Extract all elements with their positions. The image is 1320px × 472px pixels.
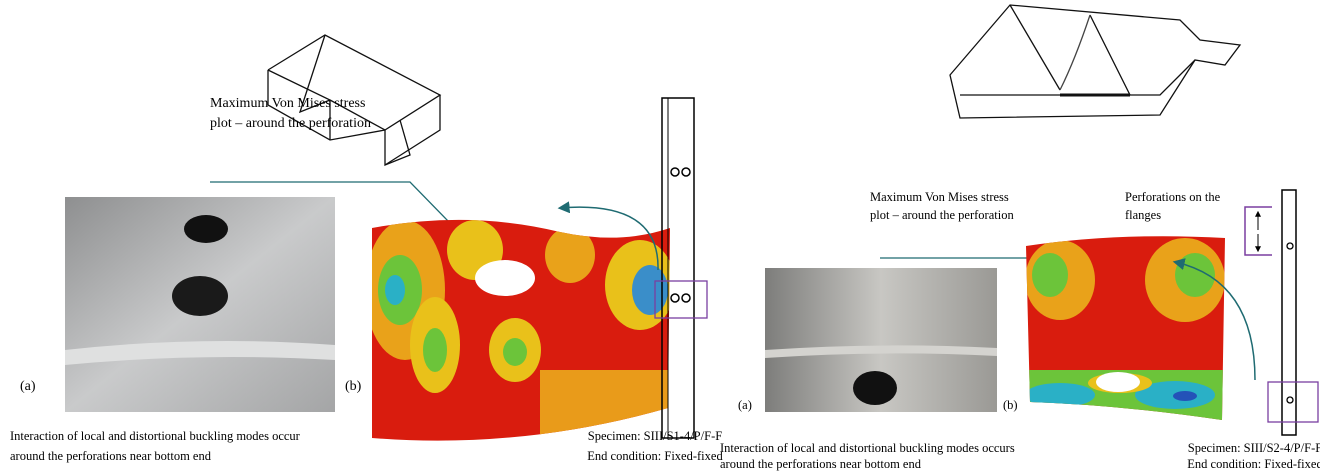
column <box>1245 190 1318 435</box>
annotation-line: Maximum Von Mises stress <box>870 190 1009 204</box>
photo <box>65 197 335 412</box>
note-line: Perforations on the <box>1125 190 1221 204</box>
label-a: (a) <box>20 379 36 394</box>
annotation-line: plot – around the perforation <box>210 116 371 131</box>
caption-line: around the perforations near bottom end <box>10 449 212 463</box>
label-b: (b) <box>1003 398 1018 412</box>
label-a: (a) <box>738 398 752 412</box>
note-line: flanges <box>1125 208 1161 222</box>
annotation-line: Maximum Von Mises stress <box>210 96 365 111</box>
figure: Maximum Von Mises stress plot – around t… <box>0 0 1320 472</box>
end-condition: End condition: Fixed-fixed <box>587 449 723 463</box>
specimen: Specimen: SIII/S2-4/P/F-F <box>1188 441 1320 455</box>
label-b: (b) <box>345 379 362 394</box>
end-condition: End condition: Fixed-fixed <box>1187 457 1320 471</box>
caption-line: Interaction of local and distortional bu… <box>720 441 1015 455</box>
stress-plot <box>365 200 680 450</box>
annotation-line: plot – around the perforation <box>870 208 1014 222</box>
stress-plot <box>1020 230 1230 425</box>
photo <box>765 268 997 412</box>
caption-line: around the perforations near bottom end <box>720 457 922 471</box>
specimen: Specimen: SIII/S1-4/P/F-F <box>588 429 722 443</box>
caption-line: Interaction of local and distortional bu… <box>10 429 301 443</box>
isometric-sketch <box>950 5 1240 118</box>
